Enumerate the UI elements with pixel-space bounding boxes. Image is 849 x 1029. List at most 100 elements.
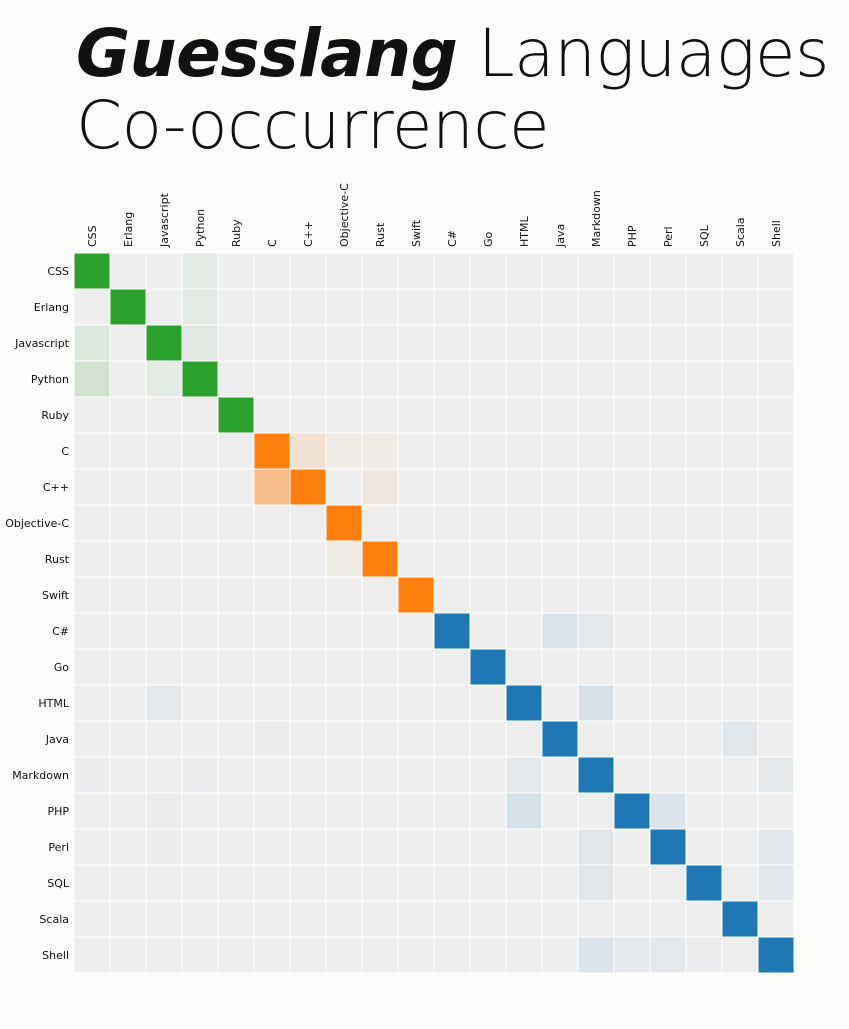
heatmap-cell-11-5 — [253, 648, 291, 686]
heatmap-cell-18-16 — [649, 900, 687, 938]
heatmap-cell-10-17 — [685, 612, 723, 650]
heatmap-cell-2-1 — [109, 324, 147, 362]
x-tick-label: C++ — [302, 221, 315, 247]
x-tick-label: Java — [554, 224, 567, 248]
heatmap-cell-3-15 — [613, 360, 651, 398]
heatmap-cell-3-18 — [721, 360, 759, 398]
heatmap-cell-12-19 — [757, 684, 795, 722]
heatmap-cell-3-8 — [361, 360, 399, 398]
heatmap-cell-5-16 — [649, 432, 687, 470]
heatmap-cell-8-6 — [289, 540, 327, 578]
heatmap-cell-2-16 — [649, 324, 687, 362]
heatmap-cell-2-5 — [253, 324, 291, 362]
heatmap-cell-1-1 — [109, 288, 147, 326]
heatmap-cell-15-8 — [361, 792, 399, 830]
heatmap-cell-0-0 — [73, 252, 111, 290]
heatmap-cell-6-10 — [433, 468, 471, 506]
heatmap-cell-9-8 — [361, 576, 399, 614]
heatmap-cell-15-14 — [577, 792, 615, 830]
chart-title: Guesslang Languages Co-occurrence — [76, 18, 829, 162]
heatmap-cell-1-9 — [397, 288, 435, 326]
heatmap-cell-15-13 — [541, 792, 579, 830]
heatmap-cell-17-9 — [397, 864, 435, 902]
heatmap-cell-15-5 — [253, 792, 291, 830]
heatmap-cell-16-4 — [217, 828, 255, 866]
heatmap-cell-6-6 — [289, 468, 327, 506]
heatmap-cell-12-5 — [253, 684, 291, 722]
heatmap-cell-5-7 — [325, 432, 363, 470]
heatmap-cell-17-18 — [721, 864, 759, 902]
heatmap-cell-11-1 — [109, 648, 147, 686]
title-line1-rest: Languages — [477, 15, 830, 92]
heatmap-cell-14-6 — [289, 756, 327, 794]
heatmap-cell-15-16 — [649, 792, 687, 830]
heatmap-cell-5-13 — [541, 432, 579, 470]
heatmap-cell-16-12 — [505, 828, 543, 866]
x-tick-label: HTML — [518, 216, 531, 247]
y-tick-label: Markdown — [12, 769, 69, 782]
heatmap-cell-13-12 — [505, 720, 543, 758]
x-tick-label: Scala — [734, 217, 747, 247]
heatmap-cell-13-17 — [685, 720, 723, 758]
heatmap-cell-9-13 — [541, 576, 579, 614]
heatmap-cell-7-0 — [73, 504, 111, 542]
heatmap-cell-9-9 — [397, 576, 435, 614]
heatmap-cell-19-13 — [541, 936, 579, 974]
heatmap-cell-9-17 — [685, 576, 723, 614]
heatmap-cell-18-15 — [613, 900, 651, 938]
heatmap-cell-15-12 — [505, 792, 543, 830]
heatmap-cell-15-1 — [109, 792, 147, 830]
heatmap-cell-0-16 — [649, 252, 687, 290]
heatmap-cell-13-9 — [397, 720, 435, 758]
heatmap-cell-11-19 — [757, 648, 795, 686]
heatmap-cell-4-0 — [73, 396, 111, 434]
heatmap-cell-7-13 — [541, 504, 579, 542]
y-tick-label: SQL — [47, 877, 70, 890]
heatmap-cell-6-18 — [721, 468, 759, 506]
heatmap-cell-10-1 — [109, 612, 147, 650]
heatmap-cell-18-1 — [109, 900, 147, 938]
heatmap-cell-0-11 — [469, 252, 507, 290]
heatmap-cell-19-1 — [109, 936, 147, 974]
heatmap-cell-6-16 — [649, 468, 687, 506]
heatmap-cell-17-13 — [541, 864, 579, 902]
heatmap-cell-6-15 — [613, 468, 651, 506]
x-tick-label: Go — [482, 231, 495, 247]
heatmap-cell-7-10 — [433, 504, 471, 542]
heatmap-cell-1-15 — [613, 288, 651, 326]
heatmap-cell-14-12 — [505, 756, 543, 794]
heatmap-cell-19-12 — [505, 936, 543, 974]
heatmap-cell-9-11 — [469, 576, 507, 614]
heatmap-cell-19-8 — [361, 936, 399, 974]
heatmap-cell-1-7 — [325, 288, 363, 326]
heatmap-cell-6-3 — [181, 468, 219, 506]
heatmap-cell-17-15 — [613, 864, 651, 902]
heatmap-cell-10-3 — [181, 612, 219, 650]
heatmap-cell-12-0 — [73, 684, 111, 722]
x-axis-labels: CSS Erlang Javascript Python Ruby C C++ Objecti… — [86, 183, 783, 248]
heatmap-cell-3-5 — [253, 360, 291, 398]
heatmap-cell-1-4 — [217, 288, 255, 326]
heatmap-cells — [73, 252, 795, 974]
heatmap-cell-8-19 — [757, 540, 795, 578]
heatmap-cell-1-14 — [577, 288, 615, 326]
heatmap-cell-1-17 — [685, 288, 723, 326]
heatmap-cell-10-6 — [289, 612, 327, 650]
heatmap-cell-4-1 — [109, 396, 147, 434]
heatmap-cell-18-4 — [217, 900, 255, 938]
heatmap-cell-12-12 — [505, 684, 543, 722]
heatmap-cell-5-4 — [217, 432, 255, 470]
heatmap-cell-18-6 — [289, 900, 327, 938]
heatmap-cell-6-11 — [469, 468, 507, 506]
heatmap-cell-2-14 — [577, 324, 615, 362]
heatmap-cell-4-3 — [181, 396, 219, 434]
heatmap-cell-14-11 — [469, 756, 507, 794]
heatmap-cell-3-1 — [109, 360, 147, 398]
heatmap-cell-6-9 — [397, 468, 435, 506]
heatmap-cell-17-1 — [109, 864, 147, 902]
heatmap-cell-16-16 — [649, 828, 687, 866]
heatmap-cell-6-17 — [685, 468, 723, 506]
heatmap-cell-14-16 — [649, 756, 687, 794]
heatmap-cell-3-7 — [325, 360, 363, 398]
heatmap-cell-4-8 — [361, 396, 399, 434]
